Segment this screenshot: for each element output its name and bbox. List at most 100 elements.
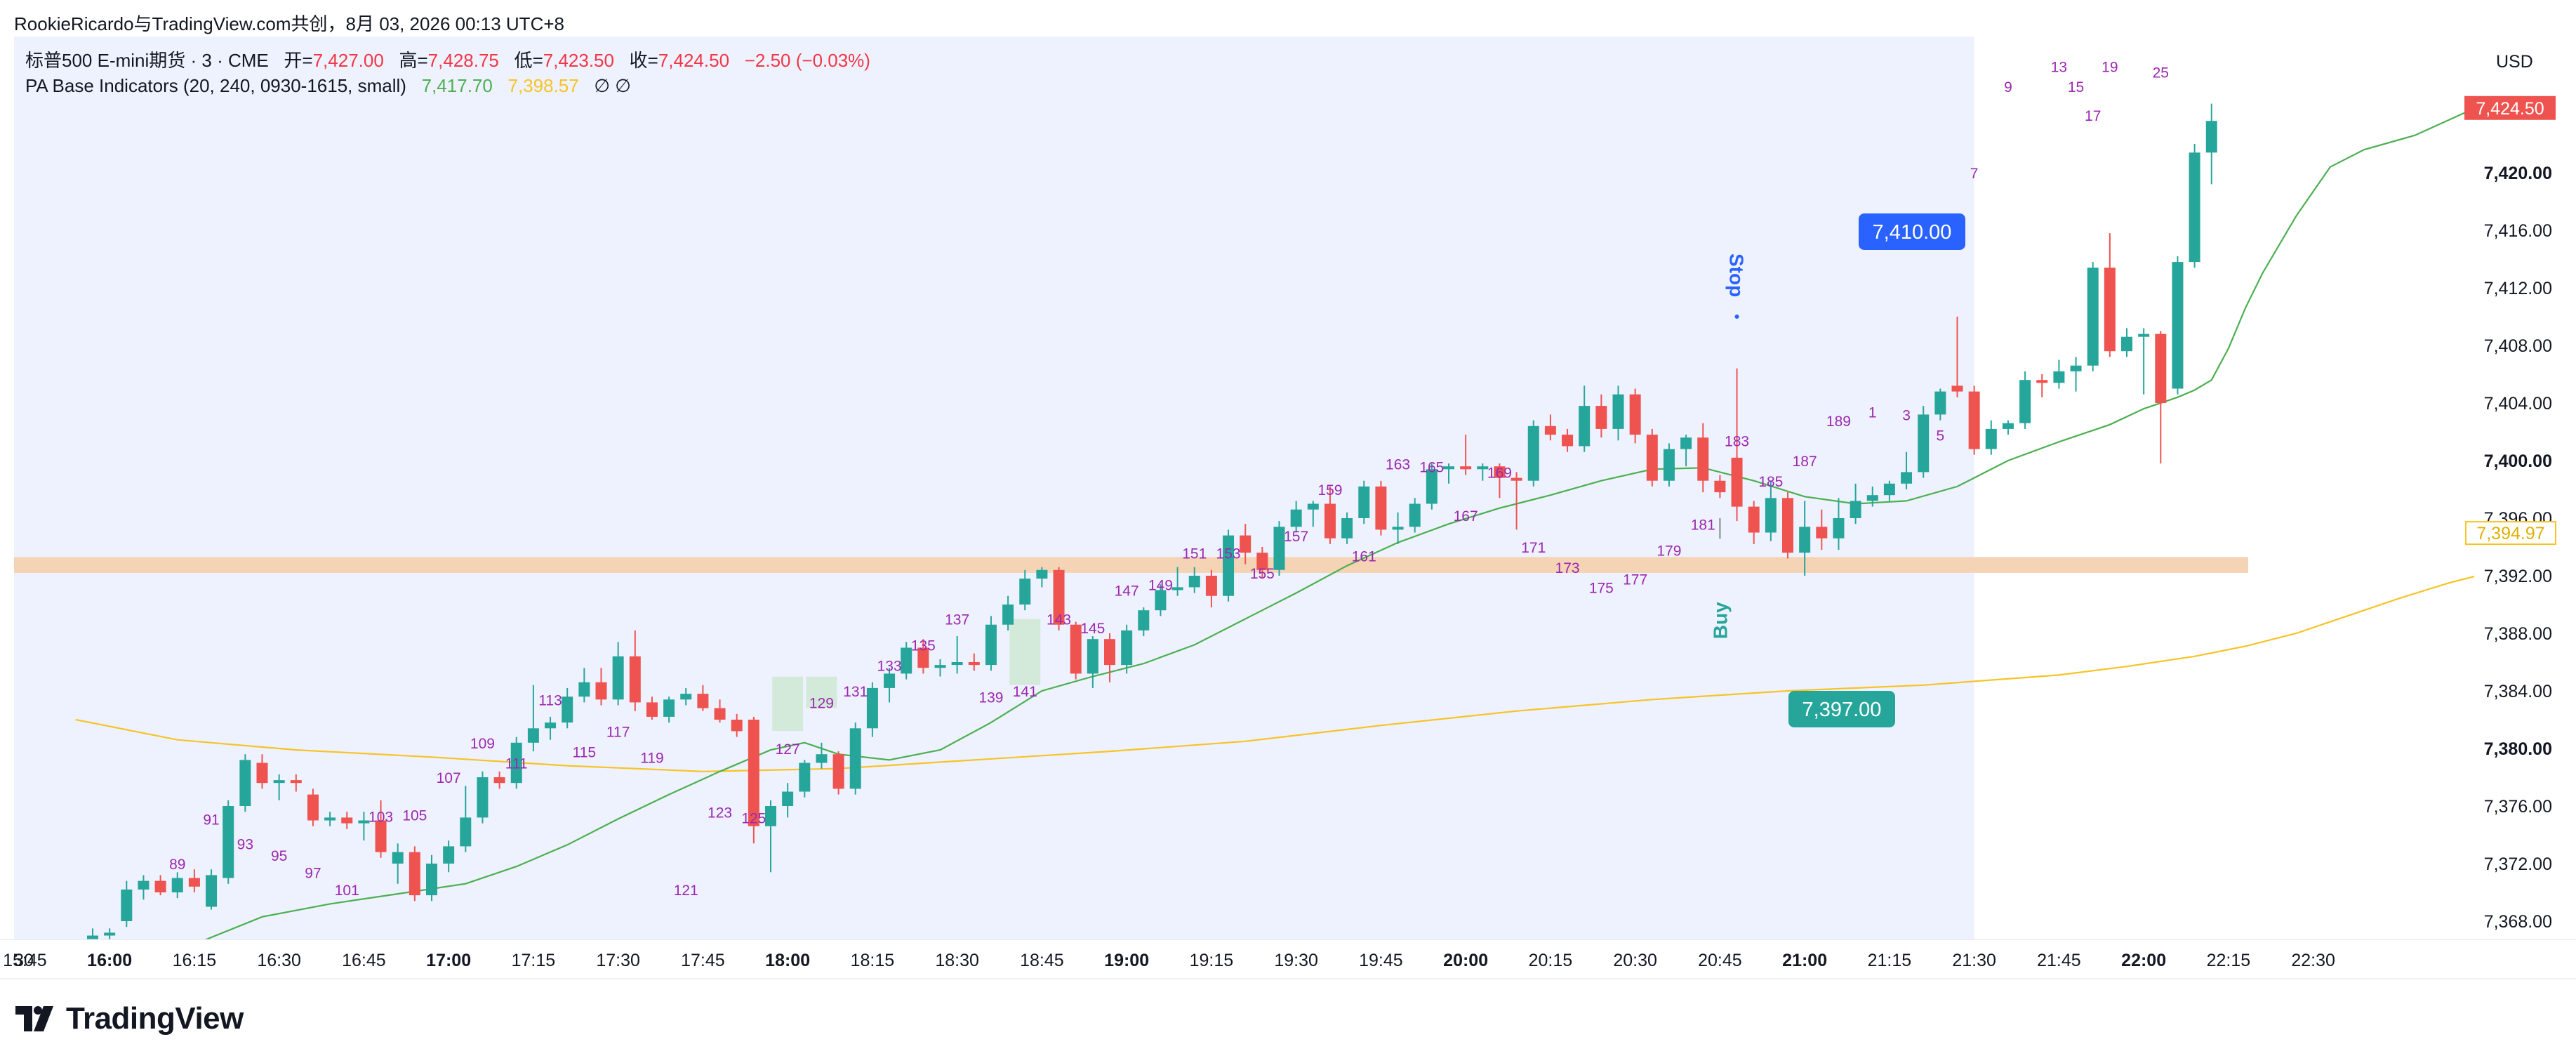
- candle[interactable]: [1341, 512, 1353, 544]
- candle[interactable]: [1985, 420, 1997, 455]
- candle[interactable]: [460, 786, 472, 852]
- candle[interactable]: [562, 687, 573, 729]
- candle[interactable]: [1646, 428, 1658, 487]
- candle[interactable]: [256, 754, 268, 789]
- candle[interactable]: [1951, 317, 1963, 397]
- candle[interactable]: [443, 840, 455, 873]
- candle[interactable]: [1290, 501, 1302, 533]
- symbol-name[interactable]: 标普500 E-mini期货 · 3 · CME: [25, 50, 269, 71]
- candle[interactable]: [1460, 435, 1472, 475]
- candle[interactable]: [697, 685, 709, 711]
- slow-ema-axis-badge[interactable]: [2465, 521, 2556, 546]
- candle[interactable]: [1494, 463, 1506, 499]
- candle[interactable]: [2036, 374, 2048, 397]
- candle[interactable]: [901, 642, 912, 680]
- candle[interactable]: [2053, 359, 2065, 389]
- candle[interactable]: [884, 668, 896, 703]
- candle[interactable]: [578, 668, 590, 703]
- candle[interactable]: [799, 760, 811, 798]
- candle[interactable]: [2205, 103, 2217, 185]
- candle[interactable]: [816, 742, 828, 769]
- candle[interactable]: [1138, 607, 1150, 637]
- candle[interactable]: [1697, 423, 1709, 493]
- candle[interactable]: [1782, 492, 1793, 559]
- candle[interactable]: [273, 774, 285, 800]
- candle[interactable]: [1833, 498, 1845, 550]
- candle[interactable]: [1155, 584, 1167, 616]
- candle[interactable]: [1883, 480, 1895, 501]
- candle[interactable]: [680, 687, 692, 706]
- candle[interactable]: [409, 846, 420, 902]
- currency-label[interactable]: USD: [2496, 52, 2533, 72]
- candle[interactable]: [2019, 371, 2031, 429]
- candle[interactable]: [1562, 428, 1574, 452]
- candle[interactable]: [138, 875, 150, 900]
- price-axis[interactable]: [2474, 37, 2576, 939]
- candle[interactable]: [1121, 624, 1133, 674]
- candle[interactable]: [307, 788, 319, 826]
- candle[interactable]: [1070, 621, 1082, 680]
- candle[interactable]: [375, 800, 387, 858]
- candle[interactable]: [1579, 385, 1591, 452]
- candle[interactable]: [782, 783, 794, 818]
- candle[interactable]: [1256, 547, 1268, 579]
- candle[interactable]: [934, 659, 946, 677]
- candle[interactable]: [290, 774, 302, 792]
- candle[interactable]: [510, 737, 522, 789]
- candle[interactable]: [1511, 472, 1522, 530]
- candle[interactable]: [239, 754, 251, 812]
- candle[interactable]: [2172, 256, 2184, 395]
- candle[interactable]: [1629, 388, 1641, 444]
- candle[interactable]: [1866, 486, 1878, 507]
- indicator-legend-row[interactable]: PA Base Indicators (20, 240, 0930-1615, …: [25, 73, 870, 98]
- candle[interactable]: [527, 685, 539, 752]
- candle[interactable]: [1714, 475, 1726, 499]
- candle[interactable]: [1392, 512, 1404, 544]
- candle[interactable]: [358, 812, 370, 841]
- candle[interactable]: [206, 869, 218, 910]
- candle[interactable]: [1036, 567, 1048, 588]
- ema-slow-line[interactable]: [75, 547, 2576, 772]
- candle[interactable]: [154, 875, 166, 896]
- tradingview-logo[interactable]: TradingView: [15, 1001, 244, 1036]
- current-price-badge[interactable]: [2464, 95, 2556, 120]
- candle[interactable]: [341, 812, 353, 829]
- candle[interactable]: [223, 800, 234, 884]
- candle[interactable]: [477, 771, 489, 824]
- candle[interactable]: [714, 699, 726, 723]
- candle[interactable]: [392, 843, 404, 884]
- candle[interactable]: [1968, 385, 1980, 455]
- candle[interactable]: [1324, 486, 1336, 544]
- candle[interactable]: [968, 653, 980, 671]
- candle[interactable]: [866, 682, 878, 737]
- candle[interactable]: [2002, 420, 2014, 435]
- candle[interactable]: [1765, 480, 1777, 541]
- candle[interactable]: [1240, 524, 1252, 564]
- candle[interactable]: [188, 869, 200, 892]
- candle[interactable]: [1273, 521, 1285, 576]
- candle[interactable]: [1307, 501, 1319, 527]
- candle[interactable]: [849, 722, 861, 795]
- candle[interactable]: [545, 716, 557, 740]
- candle[interactable]: [121, 880, 133, 927]
- candle[interactable]: [493, 771, 505, 789]
- candle[interactable]: [1358, 480, 1370, 524]
- candle[interactable]: [1595, 394, 1607, 438]
- candle[interactable]: [1019, 569, 1031, 611]
- candle[interactable]: [663, 696, 675, 723]
- candle[interactable]: [1375, 480, 1387, 536]
- candle[interactable]: [2104, 233, 2116, 357]
- candle[interactable]: [1053, 567, 1065, 630]
- candle[interactable]: [917, 639, 929, 674]
- candle[interactable]: [629, 630, 641, 711]
- candle[interactable]: [1850, 483, 1861, 524]
- candle[interactable]: [1104, 633, 1115, 682]
- candle[interactable]: [1443, 463, 1454, 484]
- candle[interactable]: [832, 751, 844, 795]
- candle[interactable]: [1544, 414, 1556, 441]
- symbol-legend-row[interactable]: 标普500 E-mini期货 · 3 · CME 开=7,427.00 高=7,…: [25, 48, 870, 73]
- candle[interactable]: [612, 642, 624, 706]
- candle[interactable]: [2070, 357, 2082, 392]
- candle[interactable]: [595, 668, 607, 706]
